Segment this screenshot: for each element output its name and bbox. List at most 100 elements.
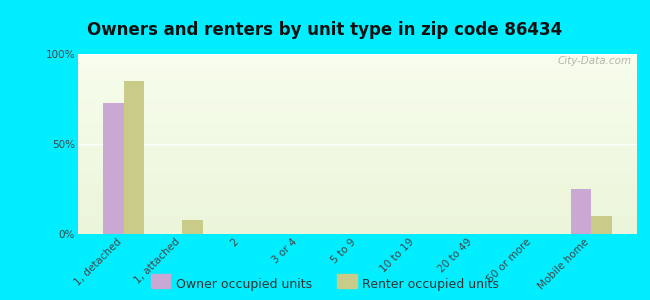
Bar <box>78 193 637 194</box>
Bar <box>78 74 637 76</box>
Bar <box>78 220 637 221</box>
Bar <box>78 126 637 128</box>
Bar <box>78 113 637 115</box>
Bar <box>78 68 637 70</box>
Bar <box>78 59 637 61</box>
Bar <box>78 185 637 187</box>
Bar <box>78 72 637 74</box>
Bar <box>78 203 637 205</box>
Bar <box>78 223 637 225</box>
Bar <box>78 104 637 106</box>
Bar <box>78 196 637 198</box>
Bar <box>78 189 637 191</box>
Bar <box>78 184 637 185</box>
Bar <box>78 130 637 131</box>
Bar <box>78 70 637 72</box>
Bar <box>78 216 637 218</box>
Bar <box>78 164 637 166</box>
Bar <box>78 153 637 155</box>
Bar <box>78 225 637 227</box>
Bar <box>78 178 637 180</box>
Bar <box>78 131 637 133</box>
Bar <box>78 135 637 137</box>
Bar <box>78 115 637 117</box>
Bar <box>78 194 637 196</box>
Bar <box>78 112 637 113</box>
Bar <box>78 158 637 160</box>
Bar <box>78 180 637 182</box>
Bar <box>78 198 637 200</box>
Bar <box>78 133 637 135</box>
Bar <box>78 142 637 144</box>
Bar <box>78 167 637 169</box>
Bar <box>78 175 637 176</box>
Bar <box>78 232 637 234</box>
Text: Owners and renters by unit type in zip code 86434: Owners and renters by unit type in zip c… <box>87 21 563 39</box>
Bar <box>78 124 637 126</box>
Bar <box>591 216 612 234</box>
Bar <box>78 117 637 119</box>
Bar <box>78 90 637 92</box>
Bar <box>78 54 637 56</box>
Bar <box>78 65 637 67</box>
Bar <box>78 227 637 229</box>
Bar <box>78 169 637 171</box>
Bar <box>78 173 637 175</box>
Bar <box>78 212 637 214</box>
Bar <box>78 97 637 99</box>
Bar <box>103 103 124 234</box>
Bar <box>78 106 637 108</box>
Bar <box>78 191 637 193</box>
Bar <box>78 108 637 110</box>
Bar <box>124 81 144 234</box>
Bar <box>78 151 637 153</box>
Bar <box>78 110 637 112</box>
Bar <box>78 211 637 212</box>
Bar <box>78 83 637 85</box>
Bar <box>78 56 637 58</box>
Bar <box>78 166 637 167</box>
Bar <box>78 58 637 59</box>
Bar <box>78 229 637 230</box>
Bar <box>78 95 637 97</box>
Bar <box>78 119 637 121</box>
Bar <box>78 214 637 216</box>
Bar <box>78 157 637 158</box>
Bar <box>78 155 637 157</box>
Bar <box>78 144 637 146</box>
Bar <box>78 140 637 142</box>
Bar <box>78 200 637 202</box>
Bar <box>78 187 637 189</box>
Text: City-Data.com: City-Data.com <box>557 56 631 66</box>
Bar <box>78 86 637 88</box>
Bar <box>78 92 637 94</box>
Legend: Owner occupied units, Renter occupied units: Owner occupied units, Renter occupied un… <box>151 278 499 291</box>
Bar <box>78 146 637 148</box>
Bar <box>78 176 637 178</box>
Bar <box>78 148 637 149</box>
Bar <box>78 67 637 68</box>
Bar <box>78 61 637 63</box>
Bar <box>78 230 637 232</box>
Bar <box>78 121 637 122</box>
Bar <box>78 122 637 124</box>
Bar <box>182 220 203 234</box>
Bar <box>78 171 637 173</box>
Bar <box>78 101 637 103</box>
Bar <box>78 128 637 130</box>
Bar <box>78 160 637 162</box>
Bar <box>78 207 637 209</box>
Bar <box>78 137 637 139</box>
Bar <box>78 94 637 95</box>
Bar <box>78 81 637 83</box>
Bar <box>78 202 637 203</box>
Bar <box>78 218 637 220</box>
Bar <box>78 76 637 77</box>
Bar <box>78 205 637 207</box>
Bar <box>78 63 637 65</box>
Bar <box>78 162 637 164</box>
Bar <box>78 85 637 86</box>
Bar <box>78 209 637 211</box>
Bar <box>78 103 637 104</box>
Bar <box>571 189 591 234</box>
